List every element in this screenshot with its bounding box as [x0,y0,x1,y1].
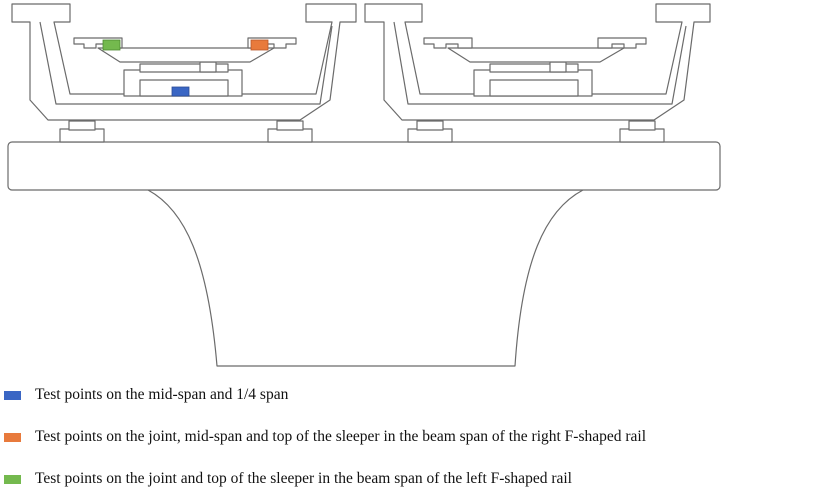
legend-item-orange: Test points on the joint, mid-span and t… [4,428,646,446]
legend-swatch-orange [4,432,21,442]
legend-label-orange: Test points on the joint, mid-span and t… [35,428,647,445]
pier [147,189,584,367]
orange-test-point-marker [250,39,269,51]
legend-label-blue: Test points on the mid-span and 1/4 span [35,386,289,403]
blue-test-point-marker [171,86,190,97]
left-u-beam [11,3,357,121]
left-u-beam-inner-line [39,21,333,105]
right-f-rail-right [597,37,647,49]
bearing-left-2 [267,120,313,143]
legend-swatch-blue [4,390,21,400]
right-u-beam-inner-line [393,21,687,105]
bearing-right-1 [407,120,453,143]
legend-item-green: Test points on the joint and top of the … [4,470,572,488]
legend-item-blue: Test points on the mid-span and 1/4 span [4,386,288,404]
cap-beam [7,141,721,191]
right-u-beam [364,3,711,121]
green-test-point-marker [102,39,121,51]
right-f-rail-left [423,37,473,49]
right-track-assembly [423,37,647,97]
bearing-left-1 [59,120,105,143]
bridge-cross-section-diagram [7,3,721,367]
bearing-right-2 [619,120,665,143]
legend-swatch-green [4,474,21,484]
legend-label-green: Test points on the joint and top of the … [35,470,572,487]
